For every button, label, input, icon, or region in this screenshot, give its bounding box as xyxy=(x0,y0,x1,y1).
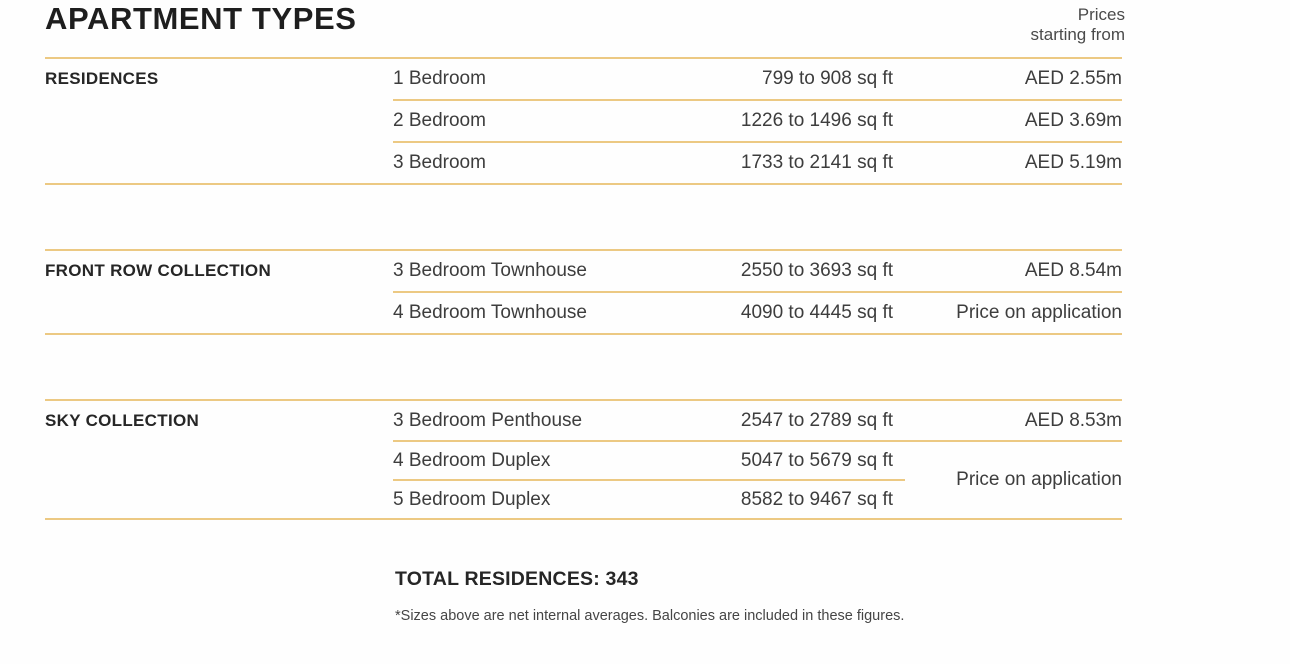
unit-price: AED 2.55m xyxy=(1024,68,1122,89)
table-row: 2 Bedroom 1226 to 1496 sq ft AED 3.69m xyxy=(393,99,1122,141)
section-residences: RESIDENCES 1 Bedroom 799 to 908 sq ft AE… xyxy=(45,57,1122,185)
table-row: 3 Bedroom Townhouse 2550 to 3693 sq ft A… xyxy=(393,251,1122,291)
unit-type: 3 Bedroom Townhouse xyxy=(393,260,587,281)
section-label: FRONT ROW COLLECTION xyxy=(45,261,272,280)
sizes-footnote: *Sizes above are net internal averages. … xyxy=(395,608,905,624)
unit-type: 3 Bedroom xyxy=(393,152,486,173)
prices-starting-from-header: Prices starting from xyxy=(1031,5,1125,46)
table-row: 3 Bedroom 1733 to 2141 sq ft AED 5.19m xyxy=(393,141,1122,183)
section-rows: 3 Bedroom Penthouse 2547 to 2789 sq ft A… xyxy=(393,401,1122,518)
unit-price: AED 8.53m xyxy=(1024,409,1122,431)
unit-size: 1733 to 2141 sq ft xyxy=(740,152,893,173)
unit-size: 2550 to 3693 sq ft xyxy=(740,260,893,281)
unit-size: 5047 to 5679 sq ft xyxy=(640,440,905,479)
page-title: APARTMENT TYPES xyxy=(45,1,357,36)
section-front-row-collection: FRONT ROW COLLECTION 3 Bedroom Townhouse… xyxy=(45,249,1122,335)
unit-size: 1226 to 1496 sq ft xyxy=(740,110,893,131)
unit-price: AED 5.19m xyxy=(1024,152,1122,173)
table-row: 4 Bedroom Townhouse 4090 to 4445 sq ft P… xyxy=(393,291,1122,333)
unit-size: 8582 to 9467 sq ft xyxy=(640,479,905,518)
unit-type: 5 Bedroom Duplex xyxy=(393,479,640,518)
section-label: SKY COLLECTION xyxy=(45,411,200,430)
section-label: RESIDENCES xyxy=(45,69,159,88)
unit-price: Price on application xyxy=(956,302,1122,323)
section-sky-collection: SKY COLLECTION 3 Bedroom Penthouse 2547 … xyxy=(45,399,1122,520)
unit-type: 4 Bedroom Townhouse xyxy=(393,302,587,323)
unit-type: 3 Bedroom Penthouse xyxy=(393,409,583,431)
unit-size: 2547 to 2789 sq ft xyxy=(740,409,893,431)
unit-type: 1 Bedroom xyxy=(393,68,486,89)
table-row: 1 Bedroom 799 to 908 sq ft AED 2.55m xyxy=(393,59,1122,99)
price-header-line2: starting from xyxy=(1030,25,1125,45)
price-header-line1: Prices xyxy=(1077,5,1125,24)
section-rows: 3 Bedroom Townhouse 2550 to 3693 sq ft A… xyxy=(393,251,1122,333)
unit-price: AED 8.54m xyxy=(1024,260,1122,281)
total-residences: TOTAL RESIDENCES: 343 xyxy=(395,568,639,590)
section-rows: 1 Bedroom 799 to 908 sq ft AED 2.55m 2 B… xyxy=(393,59,1122,183)
unit-size: 4090 to 4445 sq ft xyxy=(740,302,893,323)
unit-size: 799 to 908 sq ft xyxy=(762,68,893,89)
unit-type: 2 Bedroom xyxy=(393,110,486,131)
unit-price-merged: Price on application xyxy=(905,440,1122,518)
unit-type: 4 Bedroom Duplex xyxy=(393,440,640,479)
unit-price: AED 3.69m xyxy=(1024,110,1122,131)
